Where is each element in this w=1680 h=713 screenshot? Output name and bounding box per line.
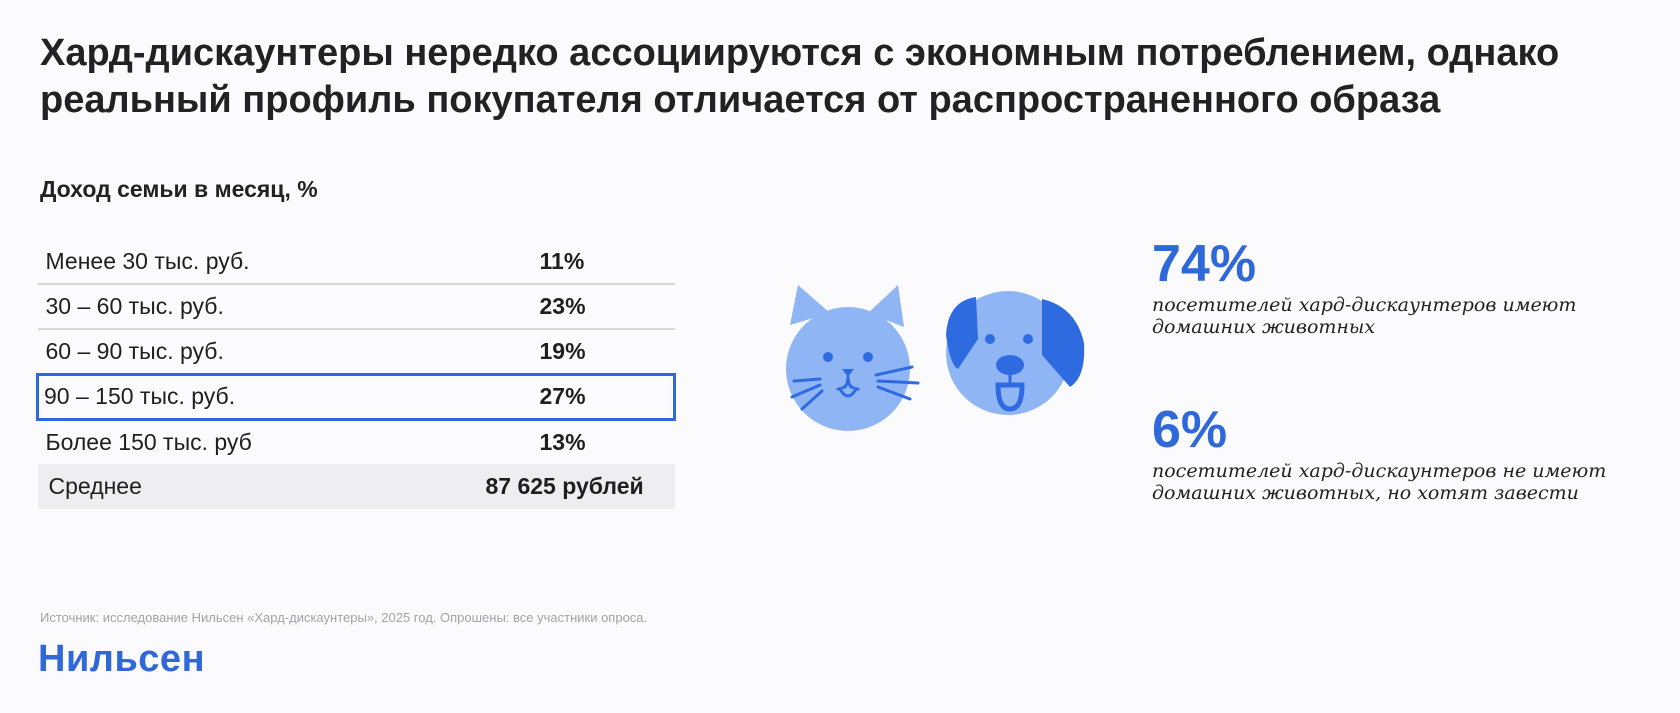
- table-row-average: Среднее 87 625 рублей: [37, 464, 675, 509]
- title-line: Хард-дискаунтеры нередко ассоциируются с…: [40, 32, 1560, 74]
- stat-description: посетителей хард-дискаунтеров не имеют д…: [1152, 460, 1632, 504]
- income-table: Менее 30 тыс. руб. 11% 30 – 60 тыс. руб.…: [36, 239, 676, 509]
- income-share-value: 11%: [477, 239, 675, 285]
- stat-description-line: посетителей хард-дискаунтеров не имеют: [1152, 460, 1607, 482]
- stat-description-line: домашних животных: [1152, 316, 1376, 338]
- income-share-value: 27%: [477, 372, 676, 421]
- source-note: Источник: исследование Нильсен «Хард-дис…: [40, 610, 648, 625]
- income-range-label: Более 150 тыс. руб: [45, 428, 252, 455]
- nielsen-logo: Нильсен: [38, 638, 206, 680]
- income-range-label: 30 – 60 тыс. руб.: [37, 284, 478, 330]
- pet-owners-stat: 74% посетителей хард-дискаунтеров имеют …: [1152, 236, 1632, 338]
- future-pet-owners-stat: 6% посетителей хард-дискаунтеров не имею…: [1152, 402, 1632, 504]
- income-share-value: 19%: [477, 329, 675, 375]
- income-range-label: Менее 30 тыс. руб.: [37, 239, 478, 285]
- stat-value: 74%: [1152, 235, 1257, 293]
- income-share-value: 13%: [539, 428, 586, 455]
- table-row: Менее 30 тыс. руб. 11%: [37, 239, 675, 285]
- page-title: Хард-дискаунтеры нередко ассоциируются с…: [40, 30, 1640, 124]
- table-title: Доход семьи в месяц, %: [40, 176, 318, 202]
- average-value: 87 625 рублей: [477, 464, 675, 509]
- dog-icon: [946, 291, 1085, 415]
- title-line: реальный профиль покупателя отличается о…: [40, 79, 1441, 121]
- income-share-value: 23%: [477, 284, 675, 330]
- pets-illustration: [786, 285, 1085, 431]
- stat-value: 6%: [1152, 401, 1228, 459]
- table-row: 30 – 60 тыс. руб. 23%: [37, 284, 675, 330]
- table-row: 60 – 90 тыс. руб. 19%: [37, 329, 675, 375]
- table-row-highlighted: 90 – 150 тыс. руб. 27%: [36, 372, 676, 421]
- income-range-label: 60 – 90 тыс. руб.: [37, 329, 478, 375]
- stat-description: посетителей хард-дискаунтеров имеют дома…: [1152, 294, 1632, 338]
- income-range-label: 90 – 150 тыс. руб.: [36, 372, 478, 421]
- average-label: Среднее: [37, 464, 478, 509]
- table-row: Более 150 тыс. руб 13%: [38, 419, 675, 464]
- cat-icon: [786, 285, 920, 431]
- stat-description-line: посетителей хард-дискаунтеров имеют: [1152, 294, 1577, 316]
- stat-description-line: домашних животных, но хотят завести: [1152, 482, 1579, 504]
